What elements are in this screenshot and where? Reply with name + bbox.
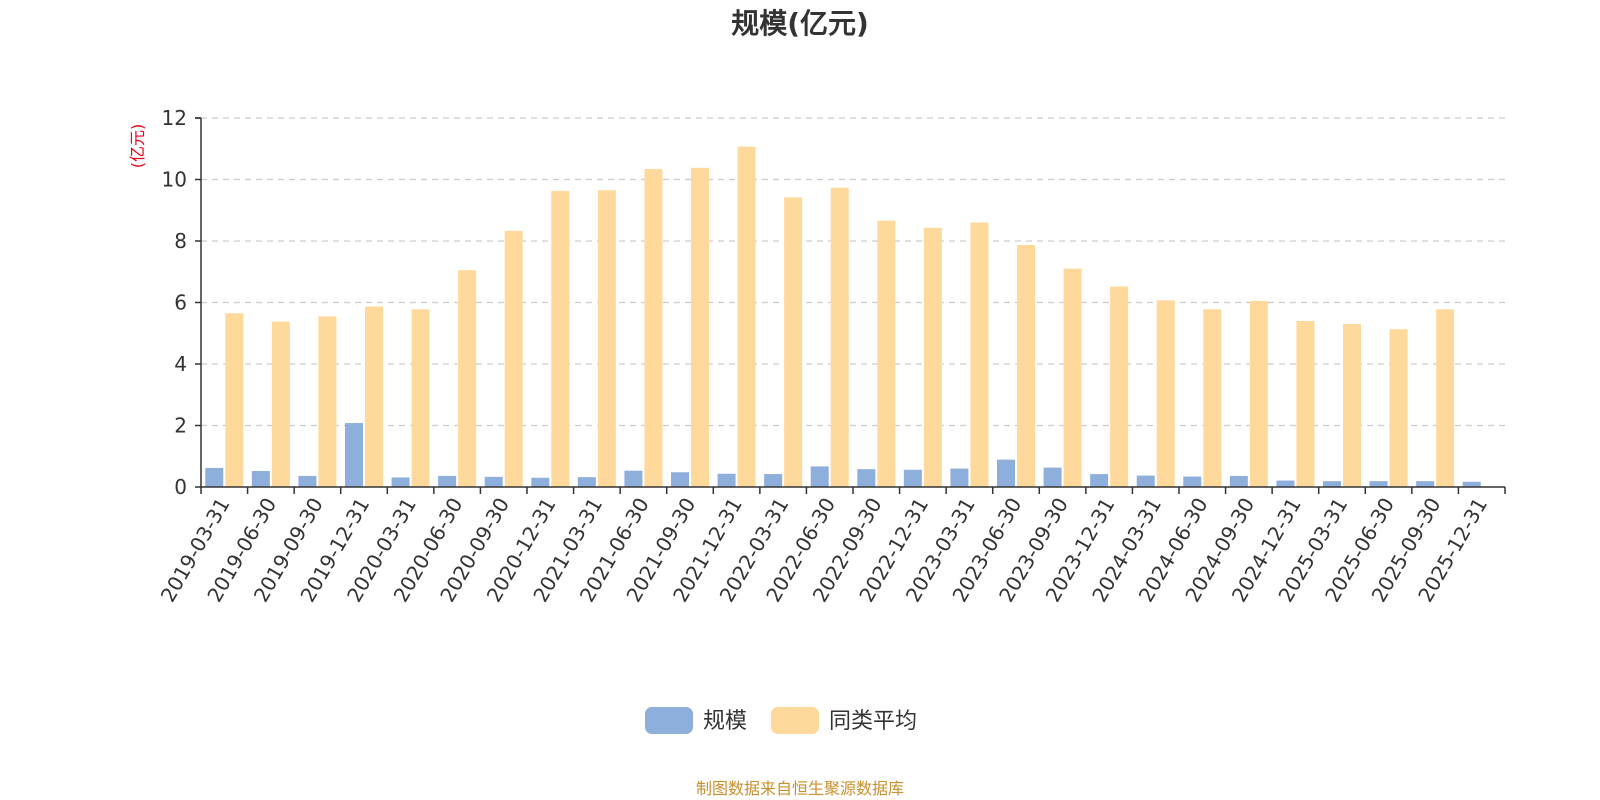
bar-peer-average	[1063, 268, 1082, 487]
bar-scale	[484, 476, 503, 487]
bar-peer-average	[597, 190, 616, 487]
grid-lines	[201, 117, 1505, 427]
bar-scale	[717, 473, 736, 487]
bars	[205, 146, 1481, 488]
y-tick-label: 10	[162, 168, 187, 192]
bar-peer-average	[1343, 324, 1361, 487]
bar-peer-average	[923, 227, 942, 487]
bar-scale	[810, 466, 829, 487]
y-axis-unit-label: (亿元)	[128, 124, 147, 169]
data-source-note: 制图数据来自恒生聚源数据库	[696, 779, 904, 798]
y-tick-label: 0	[174, 475, 187, 499]
bar-scale	[531, 477, 550, 487]
bar-scale	[624, 470, 643, 487]
bar-scale	[764, 474, 783, 487]
bar-peer-average	[504, 230, 523, 488]
bar-peer-average	[784, 197, 803, 487]
bar-peer-average	[1017, 244, 1035, 487]
bar-scale	[1183, 476, 1202, 487]
bar-peer-average	[1436, 309, 1455, 487]
bar-peer-average	[225, 313, 244, 487]
y-tick-label: 6	[174, 291, 187, 315]
bar-scale	[1229, 475, 1248, 487]
bar-peer-average	[1389, 329, 1408, 487]
bar-peer-average	[1296, 320, 1315, 487]
bar-peer-average	[365, 306, 383, 487]
bar-peer-average	[458, 270, 477, 487]
bar-peer-average	[877, 220, 896, 487]
bar-scale	[1416, 481, 1435, 487]
bar-scale	[857, 469, 876, 487]
legend-swatch	[645, 707, 693, 734]
bar-scale	[1136, 475, 1155, 487]
bar-peer-average	[551, 190, 570, 487]
bar-scale	[903, 469, 922, 487]
bar-scale	[251, 471, 270, 487]
bar-scale	[1462, 481, 1481, 487]
legend: 规模 同类平均	[645, 707, 917, 734]
bar-scale	[298, 475, 317, 487]
bar-peer-average	[318, 316, 337, 487]
chart-title: 规模(亿元)	[731, 7, 869, 40]
bar-scale	[950, 468, 969, 487]
bar-scale	[671, 472, 689, 487]
bar-peer-average	[830, 187, 849, 488]
bar-peer-average	[1110, 286, 1129, 487]
bar-peer-average	[271, 321, 290, 487]
bar-peer-average	[411, 309, 430, 487]
bar-peer-average	[737, 146, 756, 487]
bar-scale	[997, 459, 1015, 487]
legend-swatch	[771, 707, 819, 734]
axes	[195, 117, 1506, 494]
legend-label: 同类平均	[829, 709, 917, 734]
x-tick-labels: 2019-03-312019-06-302019-09-302019-12-31…	[156, 494, 1492, 607]
bar-scale	[205, 467, 224, 487]
y-tick-label: 4	[174, 352, 187, 376]
bar-peer-average	[1249, 300, 1268, 487]
y-tick-label: 12	[162, 106, 187, 130]
bar-scale	[391, 477, 410, 487]
bar-peer-average	[691, 167, 709, 487]
bar-scale	[1369, 481, 1388, 487]
legend-label: 规模	[703, 709, 747, 734]
bar-scale	[1323, 481, 1341, 487]
bar-scale	[1090, 474, 1109, 487]
bar-peer-average	[1203, 309, 1222, 487]
bar-scale	[1043, 467, 1062, 487]
bar-peer-average	[1156, 300, 1175, 487]
y-tick-label: 2	[174, 414, 187, 438]
y-tick-label: 8	[174, 229, 187, 253]
bar-scale	[438, 475, 457, 487]
bar-scale	[1276, 480, 1295, 487]
bar-scale	[577, 477, 596, 487]
bar-peer-average	[644, 169, 663, 488]
bar-scale	[345, 423, 363, 487]
y-tick-labels: 0 2 4 6 8 10 12	[162, 106, 187, 499]
bar-peer-average	[970, 222, 989, 488]
